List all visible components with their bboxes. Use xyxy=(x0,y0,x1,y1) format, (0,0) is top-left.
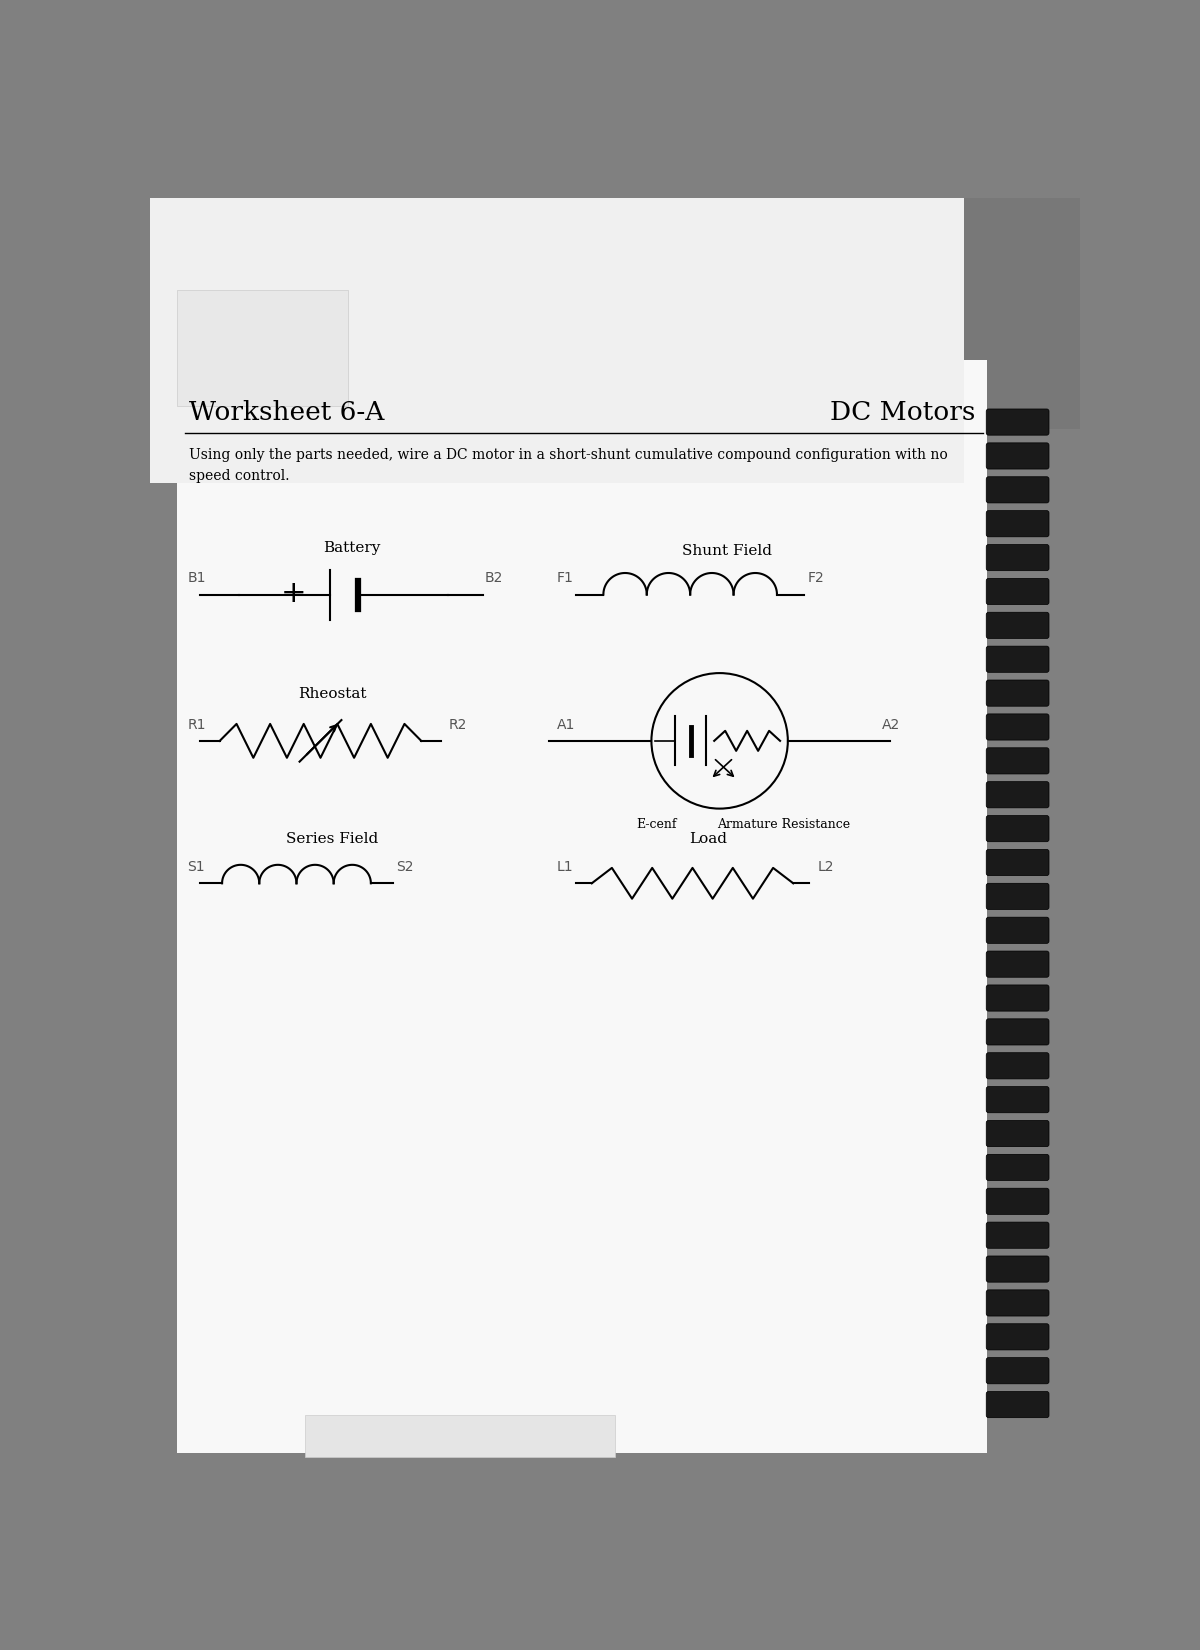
FancyBboxPatch shape xyxy=(986,747,1049,774)
FancyBboxPatch shape xyxy=(986,579,1049,604)
FancyBboxPatch shape xyxy=(986,917,1049,944)
FancyBboxPatch shape xyxy=(178,360,986,1454)
Text: Using only the parts needed, wire a DC motor in a short-shunt cumulative compoun: Using only the parts needed, wire a DC m… xyxy=(188,449,948,483)
FancyBboxPatch shape xyxy=(986,1155,1049,1180)
FancyBboxPatch shape xyxy=(986,782,1049,808)
FancyBboxPatch shape xyxy=(986,1053,1049,1079)
Text: S2: S2 xyxy=(396,860,414,874)
FancyBboxPatch shape xyxy=(150,175,964,483)
FancyBboxPatch shape xyxy=(986,647,1049,672)
Text: L1: L1 xyxy=(557,860,574,874)
FancyBboxPatch shape xyxy=(986,442,1049,469)
FancyBboxPatch shape xyxy=(986,1188,1049,1214)
Text: A2: A2 xyxy=(882,718,901,731)
FancyBboxPatch shape xyxy=(986,612,1049,639)
FancyBboxPatch shape xyxy=(986,680,1049,706)
Text: Load: Load xyxy=(689,832,727,846)
FancyBboxPatch shape xyxy=(986,510,1049,536)
FancyBboxPatch shape xyxy=(986,883,1049,909)
Text: B1: B1 xyxy=(187,571,205,586)
Text: Battery: Battery xyxy=(323,541,380,554)
Text: +: + xyxy=(281,579,306,607)
Text: Rheostat: Rheostat xyxy=(298,686,366,701)
FancyBboxPatch shape xyxy=(305,1414,616,1457)
Text: B2: B2 xyxy=(485,571,503,586)
FancyBboxPatch shape xyxy=(986,950,1049,977)
FancyBboxPatch shape xyxy=(986,850,1049,876)
Text: DC Motors: DC Motors xyxy=(830,401,976,426)
FancyBboxPatch shape xyxy=(986,1087,1049,1112)
FancyBboxPatch shape xyxy=(986,1223,1049,1249)
Text: Shunt Field: Shunt Field xyxy=(683,543,773,558)
FancyBboxPatch shape xyxy=(150,198,1080,429)
FancyBboxPatch shape xyxy=(986,544,1049,571)
Text: S1: S1 xyxy=(187,860,205,874)
FancyBboxPatch shape xyxy=(986,1290,1049,1317)
Text: F2: F2 xyxy=(808,571,824,586)
FancyBboxPatch shape xyxy=(986,1323,1049,1350)
FancyBboxPatch shape xyxy=(178,290,348,406)
Text: R2: R2 xyxy=(449,718,467,731)
Text: Series Field: Series Field xyxy=(286,832,378,846)
FancyBboxPatch shape xyxy=(986,1391,1049,1417)
FancyBboxPatch shape xyxy=(986,815,1049,842)
Text: R1: R1 xyxy=(187,718,205,731)
FancyBboxPatch shape xyxy=(986,1018,1049,1044)
FancyBboxPatch shape xyxy=(986,714,1049,741)
FancyBboxPatch shape xyxy=(986,409,1049,436)
FancyBboxPatch shape xyxy=(986,1256,1049,1282)
FancyBboxPatch shape xyxy=(986,477,1049,503)
Text: Armature Resistance: Armature Resistance xyxy=(716,818,850,832)
Text: F1: F1 xyxy=(557,571,574,586)
Text: A1: A1 xyxy=(557,718,575,731)
Text: E-cenf: E-cenf xyxy=(636,818,677,832)
FancyBboxPatch shape xyxy=(986,1358,1049,1384)
Text: L2: L2 xyxy=(818,860,834,874)
FancyBboxPatch shape xyxy=(986,1120,1049,1147)
Text: Worksheet 6-A: Worksheet 6-A xyxy=(188,401,384,426)
FancyBboxPatch shape xyxy=(986,985,1049,1011)
